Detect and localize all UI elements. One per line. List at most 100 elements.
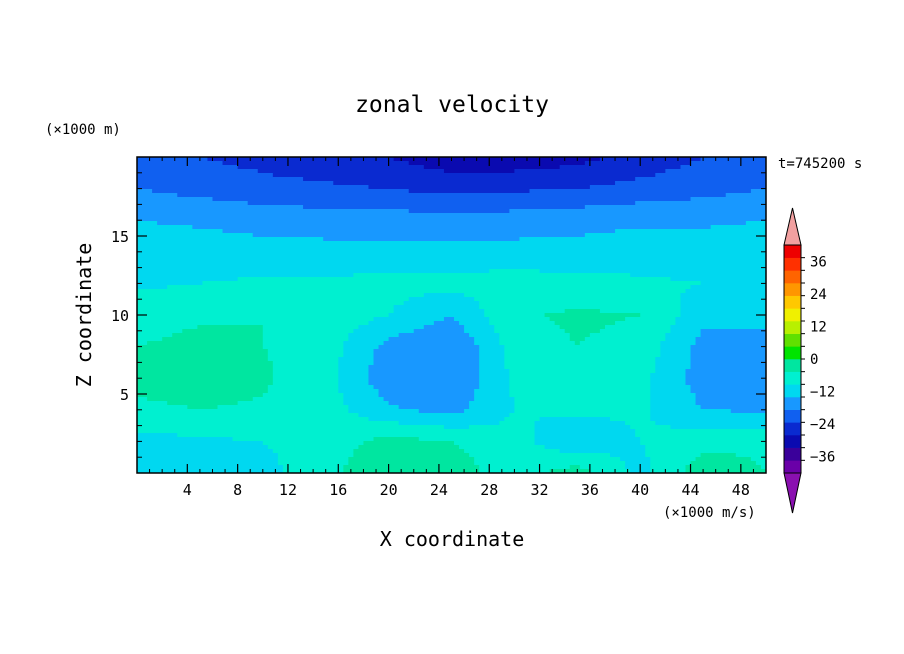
heatmap-cell [454,285,460,290]
heatmap-cell [207,229,214,234]
heatmap-cell [403,237,410,242]
heatmap-cell [489,281,495,286]
heatmap-cell [167,213,173,218]
heatmap-cell [418,309,425,314]
heatmap-cell [438,273,445,278]
heatmap-cell [549,273,556,278]
heatmap-cell [720,185,727,190]
heatmap-cell [277,165,284,170]
heatmap-cell [172,233,178,238]
heatmap-cell [323,269,329,274]
heatmap-cell [479,209,485,214]
heatmap-cell [514,313,521,318]
heatmap-cell [272,205,279,210]
heatmap-cell [172,285,178,290]
heatmap-cell [242,249,249,254]
heatmap-cell [499,297,505,302]
heatmap-cell [760,185,766,190]
heatmap-cell [514,249,521,254]
heatmap-cell [715,265,722,270]
heatmap-cell [459,289,465,294]
heatmap-cell [443,257,450,262]
heatmap-cell [212,209,219,214]
heatmap-cell [333,305,339,310]
heatmap-cell [292,293,299,298]
heatmap-cell [594,169,601,174]
heatmap-cell [227,169,234,174]
heatmap-cell [554,209,561,214]
heatmap-cell [519,241,526,246]
heatmap-cell [443,273,450,278]
heatmap-cell [504,197,510,202]
heatmap-cell [479,225,485,230]
heatmap-cell [318,285,324,290]
heatmap-cell [222,277,229,282]
heatmap-cell [433,165,440,170]
heatmap-cell [363,249,370,254]
heatmap-cell [378,249,385,254]
heatmap-cell [730,257,737,262]
heatmap-cell [640,297,646,302]
heatmap-cell [730,313,737,318]
heatmap-cell [202,245,209,250]
heatmap-cell [142,173,148,178]
heatmap-cell [157,273,163,278]
heatmap-cell [660,217,666,222]
heatmap-cell [690,209,697,214]
heatmap-cell [438,281,445,286]
heatmap-cell [710,261,717,266]
heatmap-cell [318,201,324,206]
heatmap-cell [262,269,269,274]
heatmap-cell [554,221,561,226]
heatmap-cell [252,269,259,274]
heatmap-cell [147,225,153,230]
heatmap-cell [690,309,697,314]
heatmap-cell [137,261,143,266]
heatmap-cell [635,165,641,170]
heatmap-cell [604,301,611,306]
heatmap-cell [539,237,546,242]
heatmap-cell [554,173,561,178]
heatmap-cell [589,169,596,174]
heatmap-cell [604,249,611,254]
heatmap-cell [710,213,717,218]
heatmap-cell [655,233,661,238]
heatmap-cell [438,297,445,302]
heatmap-cell [539,177,546,182]
heatmap-cell [272,305,279,310]
heatmap-cell [242,245,249,250]
heatmap-cell [735,297,742,302]
heatmap-cell [615,285,621,290]
heatmap-cell [192,213,198,218]
heatmap-cell [222,213,229,218]
heatmap-cell [303,189,309,194]
heatmap-cell [292,177,299,182]
heatmap-cell [328,201,334,206]
heatmap-cell [338,197,344,202]
heatmap-cell [549,225,556,230]
heatmap-cell [745,249,752,254]
heatmap-cell [202,309,209,314]
heatmap-cell [539,253,546,258]
heatmap-cell [433,229,440,234]
heatmap-cell [604,305,611,310]
heatmap-cell [162,205,168,210]
heatmap-cell [217,245,224,250]
heatmap-cell [197,225,204,230]
heatmap-cell [202,209,209,214]
heatmap-cell [373,213,380,218]
heatmap-cell [237,293,244,298]
heatmap-cell [318,193,324,198]
heatmap-cell [217,285,224,290]
heatmap-cell [267,301,274,306]
heatmap-cell [524,297,531,302]
heatmap-cell [504,201,510,206]
heatmap-cell [343,225,349,230]
heatmap-cell [705,165,712,170]
heatmap-cell [393,293,400,298]
heatmap-cell [363,165,370,170]
heatmap-cell [735,261,742,266]
heatmap-cell [272,273,279,278]
heatmap-cell [242,293,249,298]
heatmap-cell [584,169,591,174]
